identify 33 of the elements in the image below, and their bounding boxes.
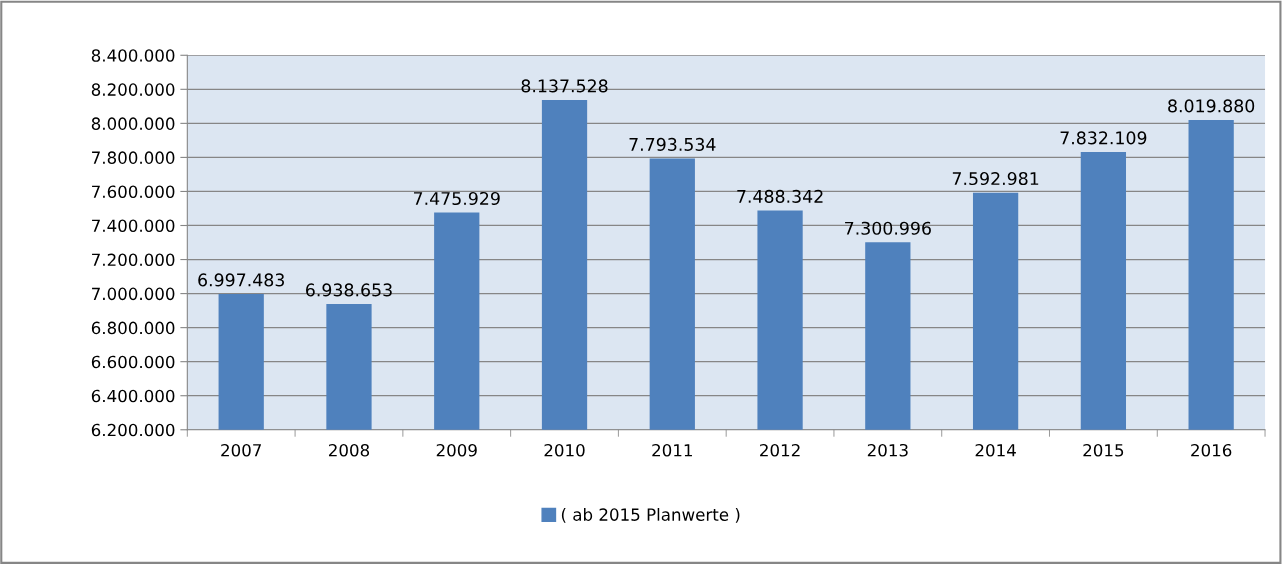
- data-label: 7.488.342: [737, 189, 823, 203]
- x-tick-label: 2009: [436, 443, 477, 457]
- y-tick-label: 7.800.000: [92, 151, 175, 164]
- y-tick-label: 7.000.000: [92, 287, 175, 301]
- x-tick-label: 2014: [975, 443, 1016, 457]
- y-tick-label: 6.200.000: [91, 423, 175, 437]
- data-label: 7.592.981: [952, 171, 1039, 186]
- x-tick-label: 2007: [221, 443, 261, 457]
- data-label: 7.832.109: [1060, 131, 1147, 145]
- legend-label: ( ab 2015 Planwerte ): [561, 507, 740, 523]
- x-tick-label: 2012: [760, 443, 800, 457]
- x-tick-label: 2011: [652, 443, 692, 457]
- y-tick-label: 7.400.000: [92, 219, 175, 233]
- y-tick-label: 8.200.000: [91, 83, 175, 96]
- y-tick-label: 6.600.000: [91, 355, 175, 369]
- data-label: 8.137.528: [521, 79, 608, 93]
- x-tick-label: 2008: [328, 443, 370, 457]
- y-tick-label: 6.400.000: [91, 389, 175, 403]
- data-label: 7.793.534: [629, 137, 716, 151]
- x-tick-label: 2015: [1083, 443, 1124, 457]
- x-tick-label: 2013: [867, 443, 908, 457]
- y-tick-label: 8.400.000: [91, 49, 175, 62]
- x-tick-label: 2010: [544, 443, 585, 457]
- y-tick-label: 7.200.000: [92, 253, 175, 267]
- y-tick-label: 6.800.000: [91, 321, 175, 335]
- y-tick-label: 7.600.000: [92, 185, 175, 199]
- data-label: 8.019.880: [1168, 99, 1255, 113]
- data-label: 6.938.653: [306, 283, 392, 297]
- x-tick-label: 2016: [1191, 443, 1232, 457]
- data-label: 6.997.483: [198, 273, 284, 287]
- data-label: 7.475.929: [413, 191, 500, 206]
- data-label: 7.300.996: [845, 221, 931, 235]
- y-tick-label: 8.000.000: [91, 117, 175, 130]
